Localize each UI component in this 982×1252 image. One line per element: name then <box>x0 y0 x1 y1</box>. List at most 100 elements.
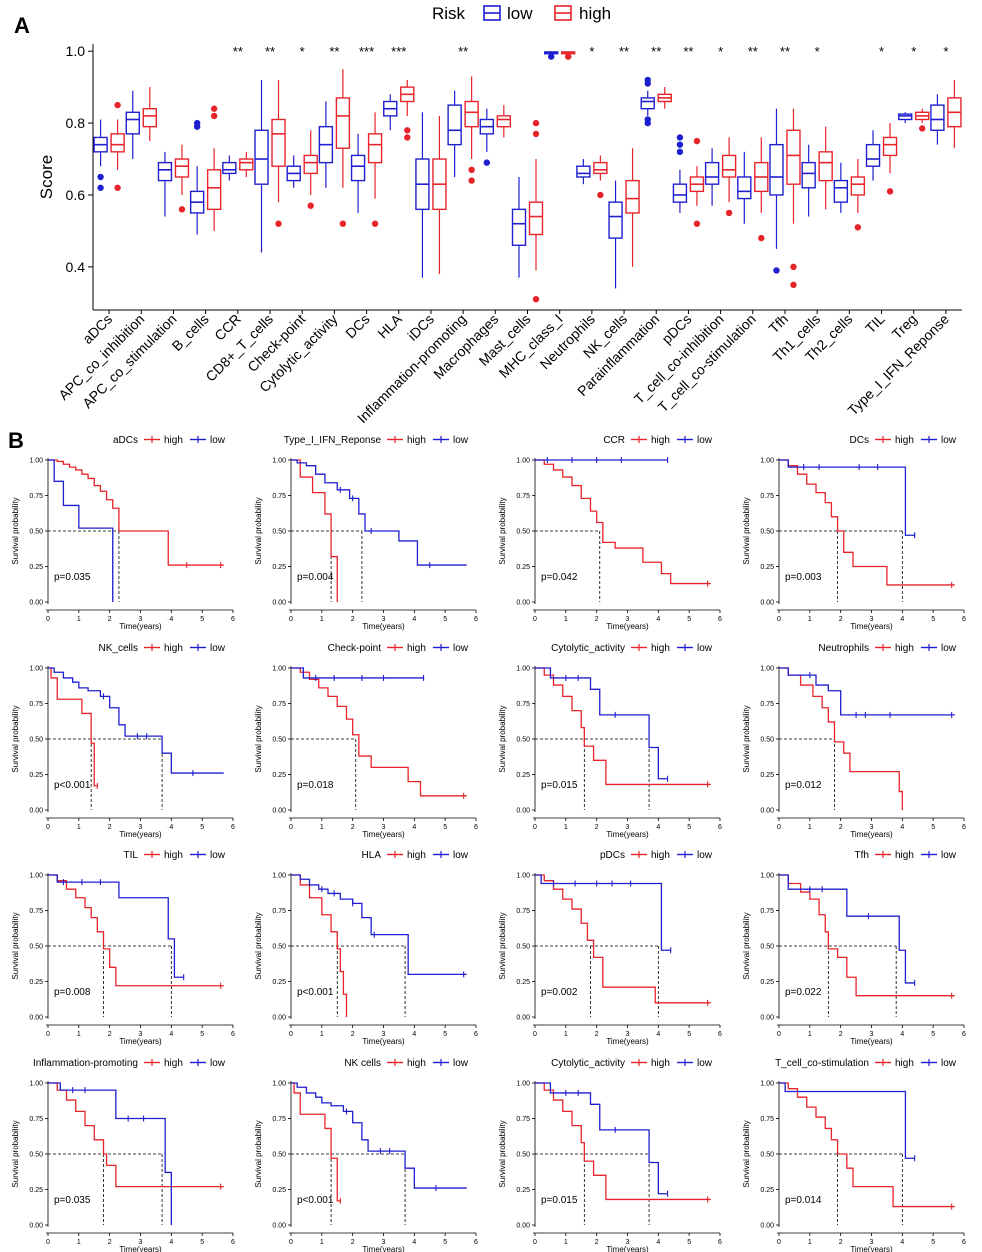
km-curve-low <box>291 459 467 566</box>
box-low <box>672 183 688 203</box>
km-x-tick-label: 6 <box>231 1031 235 1038</box>
km-x-tick-label: 6 <box>231 1239 235 1246</box>
km-y-tick-label: 1.00 <box>272 1081 286 1088</box>
km-y-tick-label: 0.25 <box>516 772 530 779</box>
box-low <box>737 176 752 200</box>
km-x-tick-label: 5 <box>200 616 204 623</box>
significance-mark: * <box>300 44 305 59</box>
km-x-tick-label: 1 <box>320 1031 324 1038</box>
km-y-tick-label: 0.75 <box>29 908 43 915</box>
km-title: HLA <box>362 850 382 861</box>
km-x-tick-label: 3 <box>382 824 386 831</box>
km-y-title: Survival probability <box>254 912 263 979</box>
box-outlier <box>483 159 491 166</box>
km-curve-high <box>779 667 903 810</box>
box-outlier <box>210 112 218 120</box>
km-curve-low <box>48 1082 172 1225</box>
km-y-tick-label: 1.00 <box>516 1081 530 1088</box>
km-y-tick-label: 0.25 <box>29 772 43 779</box>
km-x-tick-label: 0 <box>777 1239 781 1246</box>
km-x-tick-label: 2 <box>595 824 599 831</box>
km-x-title: Time(years) <box>119 830 162 839</box>
km-y-tick-label: 0.00 <box>760 1015 774 1022</box>
km-x-tick-label: 3 <box>870 1031 874 1038</box>
box-high <box>303 154 318 175</box>
km-curve-high <box>291 667 467 797</box>
box-low <box>222 161 237 175</box>
km-x-tick-label: 0 <box>289 616 293 623</box>
box-outlier <box>114 184 121 191</box>
km-x-tick-label: 3 <box>870 1239 874 1246</box>
km-y-tick-label: 0.00 <box>29 1015 43 1022</box>
km-x-tick-label: 5 <box>200 1031 204 1038</box>
box-low <box>608 201 623 239</box>
km-y-tick-label: 0.75 <box>516 701 530 708</box>
km-y-tick-label: 0.00 <box>516 1015 530 1022</box>
km-x-tick-label: 3 <box>139 1239 143 1246</box>
box-high <box>239 158 254 171</box>
km-pvalue: p=0.035 <box>54 1195 91 1206</box>
km-y-title: Survival probability <box>11 912 20 979</box>
box-high <box>142 108 157 128</box>
km-x-tick-label: 1 <box>77 616 81 623</box>
km-pvalue: p<0.001 <box>54 780 91 791</box>
km-plot-1: Type_I_IFN_Reponse high low 0.00 0.25 0.50 0.7… <box>254 435 478 631</box>
legend-key-high <box>554 5 572 21</box>
box-high <box>464 100 479 128</box>
km-x-tick-label: 6 <box>718 1031 722 1038</box>
km-title: T_cell_co-stimulation <box>775 1058 869 1069</box>
km-x-tick-label: 1 <box>77 824 81 831</box>
km-x-tick-label: 3 <box>139 616 143 623</box>
box-outlier <box>790 263 797 271</box>
km-y-tick-label: 1.00 <box>760 458 774 465</box>
box-outlier <box>644 116 651 123</box>
km-x-tick-label: 3 <box>139 1031 143 1038</box>
box-outlier <box>193 119 201 127</box>
km-legend-label-high: high <box>164 643 183 654</box>
km-x-tick-label: 2 <box>839 1239 843 1246</box>
km-x-tick-label: 0 <box>289 824 293 831</box>
km-plot-10: pDCs high low 0.00 0.25 0.50 0.75 1.00 0 1 2 3 4 5 6 Ti… <box>498 850 722 1046</box>
box-outlier <box>404 127 411 134</box>
km-y-title: Survival probability <box>254 497 263 564</box>
km-y-tick-label: 0.75 <box>272 908 286 915</box>
legend-title: Risk <box>432 4 466 23</box>
km-plot-13: NK cells high low 0.00 0.25 0.50 0.75 1.00 0 1 2 3 4… <box>254 1058 478 1252</box>
km-curve-high <box>291 1082 341 1202</box>
box-outlier <box>547 53 555 60</box>
km-x-tick-label: 5 <box>687 824 691 831</box>
km-legend-label-high: high <box>407 1058 426 1069</box>
km-title: Tfh <box>855 850 869 861</box>
km-y-title: Survival probability <box>498 912 507 979</box>
km-y-tick-label: 0.00 <box>760 808 774 815</box>
km-y-title: Survival probability <box>742 497 751 564</box>
km-y-tick-label: 0.00 <box>760 1223 774 1230</box>
km-y-tick-label: 0.50 <box>272 944 286 951</box>
km-y-title: Survival probability <box>742 1120 751 1187</box>
box-high <box>174 158 190 178</box>
km-x-tick-label: 4 <box>656 1239 660 1246</box>
km-curve-high <box>48 667 98 787</box>
km-x-tick-label: 2 <box>839 824 843 831</box>
km-plot-7: Neutrophils high low 0.00 0.25 0.50 0.75 1.00 0 1… <box>742 643 966 839</box>
km-y-tick-label: 1.00 <box>516 666 530 673</box>
km-legend-label-high: high <box>895 435 914 446</box>
km-y-tick-label: 1.00 <box>760 666 774 673</box>
km-x-tick-label: 6 <box>474 616 478 623</box>
km-x-tick-label: 5 <box>931 616 935 623</box>
km-y-tick-label: 0.25 <box>29 1187 43 1194</box>
km-legend-label-high: high <box>651 850 670 861</box>
significance-mark: * <box>943 44 948 59</box>
km-curve-low <box>535 667 668 780</box>
box-low <box>157 161 173 182</box>
box-outlier <box>773 267 780 274</box>
significance-mark: *** <box>359 44 374 59</box>
box-outlier <box>468 166 475 174</box>
km-y-tick-label: 0.25 <box>760 979 774 986</box>
box-low <box>930 104 945 131</box>
km-y-tick-label: 0.75 <box>516 493 530 500</box>
km-x-title: Time(years) <box>119 1245 162 1252</box>
box-outlier <box>886 188 894 195</box>
km-x-title: Time(years) <box>606 830 649 839</box>
km-x-tick-label: 5 <box>443 1239 447 1246</box>
